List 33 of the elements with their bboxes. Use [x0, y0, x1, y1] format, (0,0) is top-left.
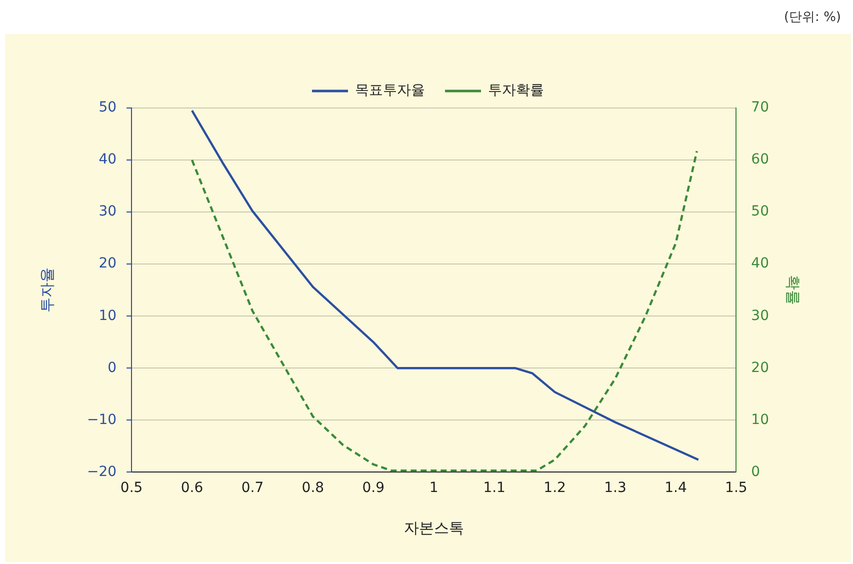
y2-tick-label: 70 — [751, 100, 770, 116]
y-tick-label: 10 — [98, 308, 117, 324]
x-tick-label: 1.3 — [604, 480, 626, 496]
y-tick-label: 0 — [108, 360, 117, 376]
legend-label: 목표투자율 — [355, 82, 425, 99]
y2-tick-label: 0 — [751, 464, 760, 480]
x-tick-label: 1.2 — [544, 480, 566, 496]
y2-tick-label: 50 — [751, 204, 770, 220]
x-tick-label: 1 — [429, 480, 438, 496]
x-tick-label: 1.4 — [664, 480, 687, 496]
y-tick-label: −20 — [87, 464, 117, 480]
y2-tick-label: 60 — [751, 152, 770, 168]
y-tick-label: 30 — [98, 204, 117, 220]
y2-axis-title: 확률 — [784, 275, 802, 306]
y-tick-label: 50 — [98, 100, 117, 116]
x-tick-label: 1.1 — [483, 480, 506, 496]
x-tick-label: 0.5 — [120, 480, 143, 496]
y2-tick-label: 10 — [751, 412, 770, 428]
x-axis-title: 자본스톡 — [404, 518, 464, 537]
y2-tick-label: 20 — [751, 360, 770, 376]
y-axis-title: 투자율 — [38, 268, 56, 313]
y-tick-label: −10 — [87, 412, 117, 428]
legend-label: 투자확률 — [488, 82, 544, 99]
y2-tick-label: 30 — [751, 308, 770, 324]
y-tick-label: 40 — [98, 152, 117, 168]
x-tick-label: 1.5 — [725, 480, 748, 496]
y-tick-label: 20 — [98, 256, 117, 272]
x-tick-label: 0.6 — [180, 480, 204, 496]
text: (단위: %) — [784, 9, 841, 26]
x-tick-label: 0.9 — [362, 480, 385, 496]
x-tick-label: 0.7 — [241, 480, 264, 496]
y2-tick-label: 40 — [751, 256, 770, 272]
x-tick-label: 0.8 — [302, 480, 324, 496]
